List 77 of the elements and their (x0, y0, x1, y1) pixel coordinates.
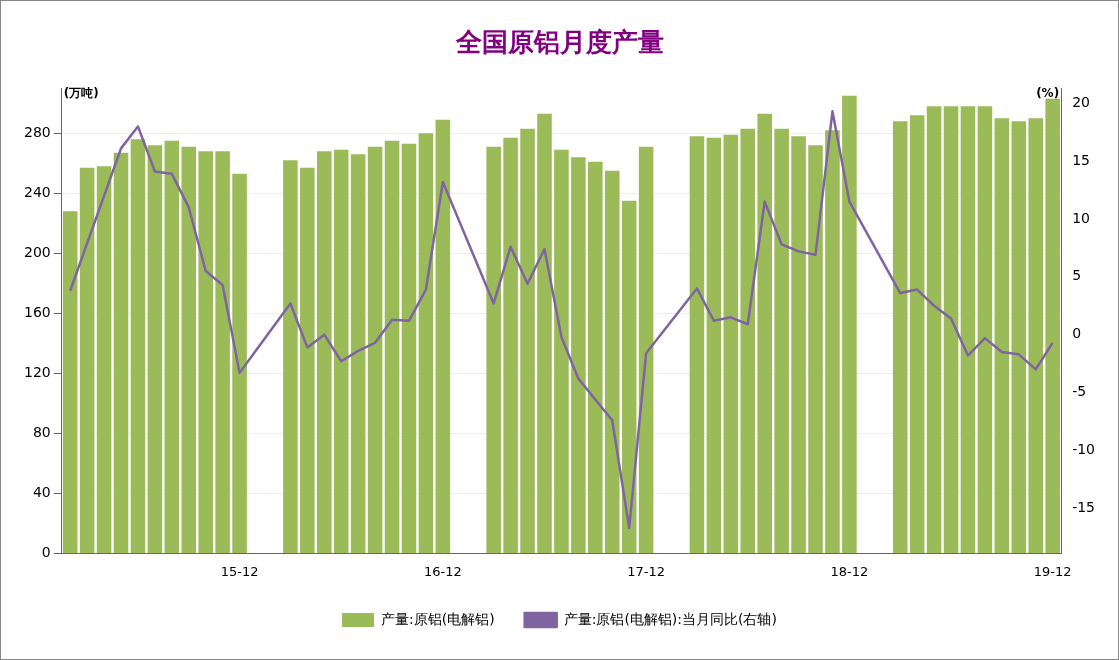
bar (503, 137, 518, 553)
bar (588, 161, 603, 553)
y2-axis-title: (%) (1036, 86, 1060, 101)
y2-tick-label: -5 (1072, 383, 1087, 400)
bar (757, 113, 772, 553)
bar (994, 118, 1010, 553)
bar (418, 133, 434, 553)
y-tick-label: 0 (41, 544, 51, 561)
bar (554, 149, 569, 553)
bar (638, 146, 654, 553)
bar (435, 119, 451, 553)
bar (977, 106, 993, 553)
x-tick-label: 19-12 (1033, 563, 1072, 579)
y-tick-label: 240 (23, 183, 51, 200)
bar (706, 137, 722, 553)
y2-tick-label: -15 (1072, 498, 1096, 515)
bar (909, 115, 925, 553)
bar (350, 154, 366, 553)
bar (333, 149, 349, 553)
bar (198, 151, 213, 553)
y2-tick-label: 20 (1072, 93, 1090, 110)
bar (825, 130, 840, 553)
bar (943, 106, 959, 553)
bar (740, 128, 756, 553)
bar (926, 106, 942, 553)
bar (283, 160, 298, 553)
bar (62, 211, 78, 553)
bar (300, 167, 315, 553)
bar (486, 146, 501, 553)
x-tick-label: 17-12 (627, 563, 666, 579)
bar (1011, 121, 1027, 553)
bar (537, 113, 552, 553)
bar (892, 121, 908, 553)
bar (621, 200, 637, 553)
x-tick-label: 18-12 (830, 563, 869, 579)
bar (689, 136, 705, 553)
x-tick-label: 16-12 (423, 563, 462, 579)
bar (774, 128, 789, 553)
y-tick-label: 80 (32, 423, 51, 440)
y-tick-label: 120 (23, 363, 51, 380)
bar (96, 166, 112, 553)
bar (571, 157, 586, 553)
y2-tick-label: 0 (1072, 325, 1082, 342)
bar (367, 146, 383, 553)
bar (401, 143, 417, 553)
bar (842, 95, 857, 553)
y-tick-label: 40 (32, 484, 51, 501)
y-tick-label: 160 (23, 303, 51, 320)
bar (384, 140, 400, 553)
bar (960, 106, 976, 553)
bar (1028, 118, 1044, 553)
y2-tick-label: 10 (1072, 209, 1090, 226)
bar (79, 167, 95, 553)
bar (215, 151, 230, 553)
bar (520, 128, 535, 553)
y2-tick-label: 5 (1072, 267, 1082, 284)
bar (164, 140, 180, 553)
bar (130, 139, 146, 553)
y-tick-label: 200 (23, 243, 51, 260)
bar (808, 145, 823, 553)
bar (147, 145, 163, 553)
bar (791, 136, 806, 553)
y2-tick-label: -10 (1072, 441, 1096, 458)
chart-title: 全国原铝月度产量 (454, 27, 664, 58)
bar (1045, 98, 1060, 553)
legend-label: 产量:原铝(电解铝) (381, 610, 495, 627)
bar (113, 152, 129, 553)
x-tick-label: 15-12 (220, 563, 259, 579)
y2-tick-label: 15 (1072, 151, 1090, 168)
bar (604, 170, 620, 553)
bar (723, 134, 739, 553)
y-tick-label: 280 (23, 123, 51, 140)
bar (317, 151, 332, 553)
bar (232, 173, 247, 553)
y-axis-title: (万吨) (63, 86, 99, 101)
bar (181, 146, 197, 553)
legend-label: 产量:原铝(电解铝):当月同比(右轴) (563, 610, 777, 627)
